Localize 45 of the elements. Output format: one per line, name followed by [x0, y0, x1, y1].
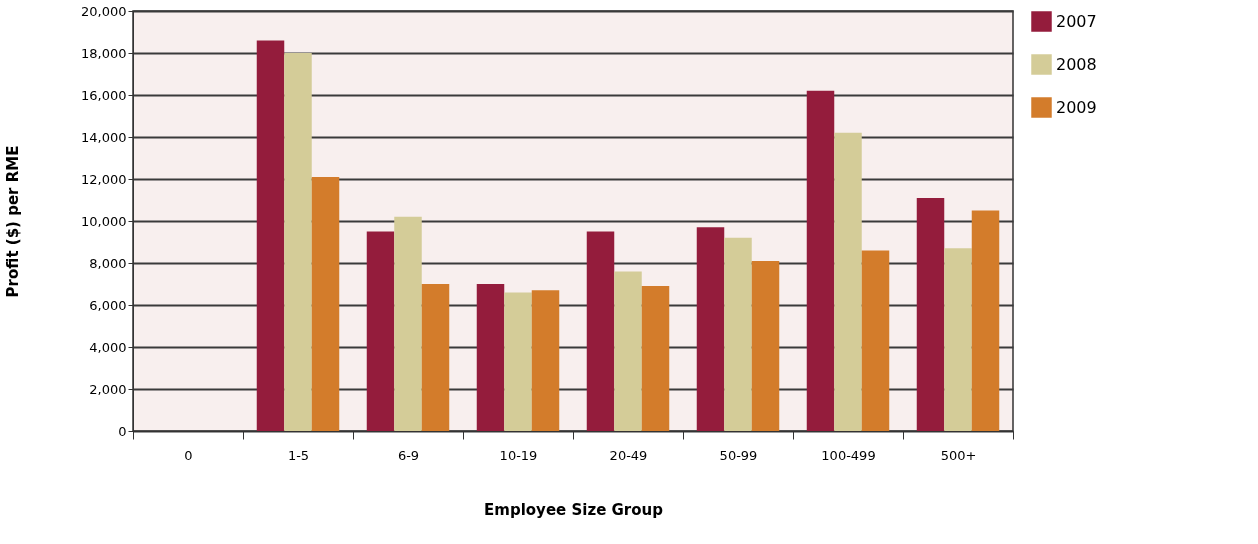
y-tick-label: 4,000 [89, 339, 127, 355]
bar [421, 284, 450, 431]
y-tick-label: 0 [118, 423, 127, 439]
y-axis-title: Profit ($) per RME [4, 145, 23, 298]
y-tick-label: 14,000 [81, 129, 127, 145]
y-tick-label: 2,000 [89, 381, 127, 397]
x-tick-label: 6-9 [397, 447, 420, 463]
bar [394, 216, 422, 431]
x-tick-label: 50-99 [719, 447, 758, 463]
bar [751, 260, 780, 431]
bar [614, 271, 642, 431]
bar [696, 227, 725, 431]
y-tick-label: 6,000 [89, 297, 127, 313]
bar [504, 292, 532, 431]
bar [586, 231, 615, 431]
y-tick-label: 20,000 [81, 3, 127, 19]
legend-label: 2009 [1056, 97, 1097, 117]
x-tick-label: 20-49 [609, 447, 648, 463]
bar [834, 132, 862, 431]
x-tick-label: 500+ [940, 447, 977, 463]
y-tick-label: 12,000 [81, 171, 127, 187]
bar [641, 286, 670, 431]
bar [256, 40, 285, 431]
x-tick-label: 100-499 [821, 447, 876, 463]
bar [724, 237, 752, 431]
legend-label: 2008 [1056, 54, 1097, 74]
x-axis-title: Employee Size Group [484, 500, 664, 519]
bar [476, 284, 505, 431]
bar [311, 176, 340, 431]
bar [284, 53, 312, 431]
x-tick-label: 0 [184, 447, 193, 463]
y-tick-label: 8,000 [89, 255, 127, 271]
x-tick-label: 1-5 [287, 447, 310, 463]
bar [861, 250, 890, 431]
bar [916, 197, 945, 431]
y-tick-label: 16,000 [81, 87, 127, 103]
legend-label: 2007 [1056, 11, 1097, 31]
bar [806, 90, 835, 431]
bar [366, 231, 395, 431]
bar [944, 248, 972, 431]
y-tick-label: 10,000 [81, 213, 127, 229]
bar [531, 290, 560, 431]
y-tick-label: 18,000 [81, 45, 127, 61]
x-tick-label: 10-19 [499, 447, 538, 463]
bar [971, 210, 1000, 431]
